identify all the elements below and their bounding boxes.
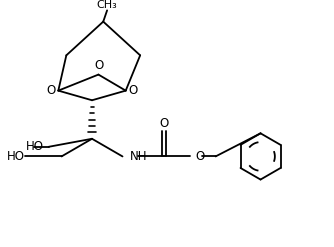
- Text: HO: HO: [26, 140, 43, 153]
- Text: HO: HO: [7, 150, 25, 163]
- Text: O: O: [47, 84, 56, 97]
- Text: CH₃: CH₃: [97, 0, 118, 10]
- Text: O: O: [196, 150, 205, 163]
- Text: O: O: [128, 84, 137, 97]
- Text: O: O: [160, 117, 169, 130]
- Text: NH: NH: [130, 150, 147, 163]
- Text: O: O: [95, 60, 104, 72]
